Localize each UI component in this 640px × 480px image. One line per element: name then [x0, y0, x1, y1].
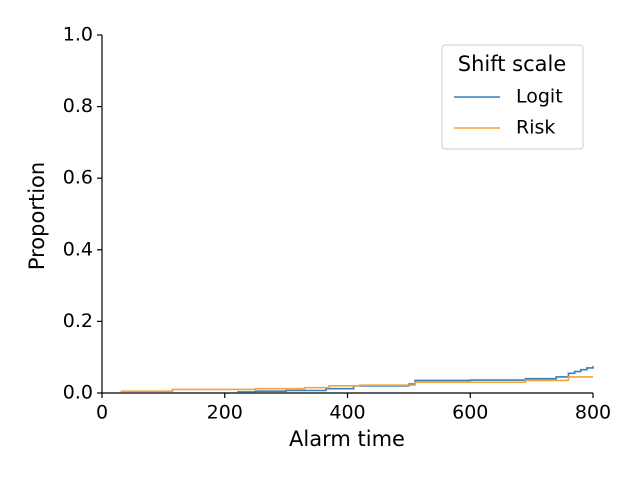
- y-tick-label: 0.2: [63, 310, 93, 332]
- x-tick-label: 200: [207, 402, 243, 424]
- x-tick-label: 0: [96, 402, 108, 424]
- y-axis-label: Proportion: [25, 162, 49, 270]
- x-tick-label: 600: [452, 402, 488, 424]
- y-tick-label: 1.0: [63, 24, 93, 46]
- x-tick-label: 800: [575, 402, 611, 424]
- y-tick-label: 0.4: [63, 238, 93, 260]
- legend-label: Logit: [516, 86, 563, 108]
- x-tick-label: 400: [329, 402, 365, 424]
- x-axis-label: Alarm time: [289, 427, 405, 451]
- y-tick-label: 0.0: [63, 382, 93, 404]
- y-tick-label: 0.6: [63, 167, 93, 189]
- line-series: [120, 376, 593, 393]
- line-series: [237, 366, 594, 393]
- legend-label: Risk: [516, 117, 555, 139]
- legend-title: Shift scale: [458, 52, 567, 76]
- legend-box: [441, 44, 584, 150]
- y-tick-label: 0.8: [63, 95, 93, 117]
